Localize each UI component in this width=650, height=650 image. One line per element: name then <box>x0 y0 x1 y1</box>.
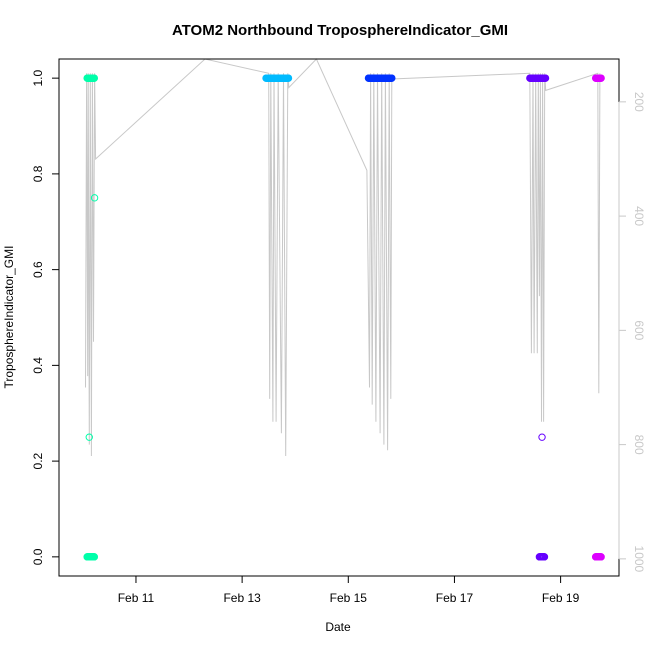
x-tick-label: Feb 19 <box>542 591 580 605</box>
data-point-flight-2-one <box>284 74 293 82</box>
y-tick-label: 1.0 <box>31 69 45 86</box>
y-axis: 0.0 0.2 0.4 0.6 0.8 1.0 <box>31 69 60 565</box>
data-point-flight-3-one <box>388 74 396 82</box>
data-point-flight-4-zero <box>540 553 549 561</box>
data-point-flight-1-extra <box>90 194 99 202</box>
right-tick-label: 800 <box>632 435 646 455</box>
pressure-line <box>85 58 601 457</box>
y-tick-label: 0.2 <box>31 452 45 469</box>
right-axis: 200 400 600 800 1000 <box>618 92 646 573</box>
x-tick-label: Feb 15 <box>330 591 368 605</box>
x-tick-label: Feb 11 <box>118 591 155 605</box>
data-point-flight-1-extra <box>85 433 93 441</box>
data-point-flight-1-zero <box>90 553 99 561</box>
chart-title: ATOM2 Northbound TroposphereIndicator_GM… <box>172 22 508 39</box>
y-axis-label: TroposphereIndicator_GMI <box>2 246 16 389</box>
right-tick-label: 400 <box>632 206 646 226</box>
right-tick-label: 1000 <box>632 546 646 573</box>
data-points <box>83 74 605 561</box>
y-tick-label: 0.0 <box>31 548 45 565</box>
x-axis: Feb 11 Feb 13 Feb 15 Feb 17 Feb 19 <box>118 575 580 605</box>
right-tick-label: 600 <box>632 320 646 340</box>
x-tick-label: Feb 13 <box>223 591 261 605</box>
data-point-flight-4-extra <box>538 433 546 441</box>
data-point-flight-4-one <box>541 74 550 82</box>
x-tick-label: Feb 17 <box>436 591 474 605</box>
data-point-flight-1-one <box>90 74 99 82</box>
y-tick-label: 0.8 <box>31 165 45 182</box>
right-tick-label: 200 <box>632 92 646 112</box>
y-tick-label: 0.4 <box>31 357 45 374</box>
pressure-series <box>85 58 601 457</box>
y-tick-label: 0.6 <box>31 261 45 278</box>
data-point-flight-5-zero <box>597 553 605 561</box>
x-axis-label: Date <box>325 620 351 634</box>
data-point-flight-5-one <box>597 74 605 82</box>
